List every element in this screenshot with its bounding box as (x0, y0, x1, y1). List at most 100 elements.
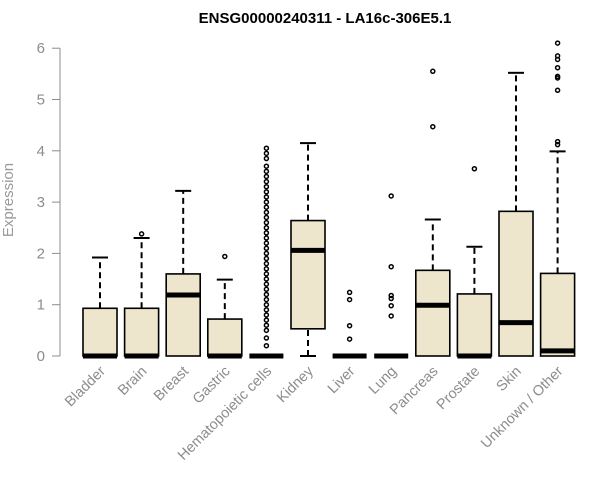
outlier-point (388, 193, 394, 199)
box-11 (539, 40, 576, 357)
outlier-point (471, 166, 478, 172)
outlier-point (263, 255, 270, 262)
outlier-point (263, 317, 270, 323)
box-6 (332, 289, 367, 359)
outlier-point (554, 73, 561, 80)
outlier-point (346, 322, 353, 329)
chart-title: ENSG00000240311 - LA16c-306E5.1 (199, 10, 452, 27)
outlier-point (263, 281, 270, 287)
outlier-point (388, 263, 394, 270)
outlier-point (263, 168, 270, 175)
outlier-point (263, 145, 270, 151)
outlier-point (263, 260, 270, 267)
outlier-point (263, 225, 270, 231)
x-tick-label: Breast (151, 364, 192, 405)
outlier-point (554, 138, 561, 145)
outlier-point (263, 286, 270, 293)
outlier-point (263, 214, 270, 221)
outlier-point (222, 253, 228, 260)
outlier-point (263, 307, 270, 313)
outlier-point (554, 40, 561, 46)
outlier-point (263, 342, 270, 349)
box-3 (207, 253, 243, 359)
y-tick-label: 3 (37, 194, 45, 211)
box-body (498, 210, 534, 357)
box-2 (165, 189, 201, 357)
outlier-point (554, 53, 561, 59)
box-body (456, 293, 493, 357)
outlier-point (554, 141, 561, 148)
y-tick-label: 4 (37, 143, 45, 160)
outlier-point (263, 235, 270, 241)
outlier-point (263, 335, 270, 341)
outlier-point (263, 155, 270, 162)
x-tick-label: Liver (325, 363, 359, 397)
outlier-point (263, 276, 270, 282)
x-tick-label: Brain (115, 364, 150, 399)
outlier-point (263, 183, 270, 190)
outlier-point (388, 313, 394, 319)
box-body (82, 307, 118, 357)
outlier-point (388, 295, 394, 302)
boxes-group (82, 40, 576, 359)
box-0 (82, 256, 118, 359)
outlier-point (263, 204, 270, 210)
outlier-point (263, 194, 270, 200)
outlier-point (263, 178, 270, 185)
outlier-point (263, 322, 270, 328)
box-body (123, 307, 160, 357)
outlier-point (263, 240, 270, 246)
y-tick-label: 0 (37, 348, 45, 365)
outlier-point (263, 163, 270, 169)
box-body (414, 269, 451, 357)
y-tick-label: 1 (37, 297, 45, 314)
outlier-point (388, 292, 394, 299)
outlier-point (263, 150, 270, 157)
outlier-point (263, 301, 270, 308)
x-tick-label: Bladder (62, 363, 109, 410)
outlier-point (263, 219, 270, 226)
y-axis-label: Expression (0, 163, 17, 237)
outlier-point (430, 68, 436, 75)
box-8 (414, 68, 451, 357)
box-1 (123, 231, 160, 359)
outlier-point (554, 87, 561, 94)
outlier-point (263, 245, 270, 252)
box-body (165, 273, 201, 357)
outlier-point (263, 173, 270, 180)
y-tick-label: 2 (37, 245, 45, 262)
outlier-point (263, 209, 270, 216)
outlier-point (263, 291, 270, 298)
outlier-point (263, 327, 270, 334)
y-tick-label: 5 (37, 92, 45, 109)
x-tick-label: Skin (494, 364, 525, 395)
box-body (539, 272, 576, 357)
box-7 (374, 193, 409, 359)
outlier-point (346, 289, 353, 296)
outlier-point (388, 302, 394, 309)
x-tick-label: Prostate (434, 364, 483, 413)
outlier-point (138, 231, 145, 237)
outlier-point (263, 296, 270, 303)
box-body (290, 219, 326, 330)
y-tick-label: 6 (37, 40, 45, 57)
outlier-point (263, 250, 270, 257)
outlier-point (430, 123, 436, 130)
x-tick-label: Kidney (274, 363, 317, 406)
outlier-point (554, 64, 561, 71)
outlier-point (346, 296, 353, 303)
y-axis: 0 1 2 3 4 5 6 (37, 40, 61, 365)
outlier-point (263, 230, 270, 236)
outlier-point (346, 336, 353, 342)
outlier-point (263, 189, 270, 195)
box-9 (456, 166, 493, 359)
outlier-point (263, 271, 270, 277)
outlier-point (263, 199, 270, 205)
box-body (207, 318, 243, 357)
outlier-point (263, 312, 270, 318)
box-10 (498, 71, 534, 357)
outlier-point (263, 266, 270, 272)
box-4 (249, 145, 284, 359)
